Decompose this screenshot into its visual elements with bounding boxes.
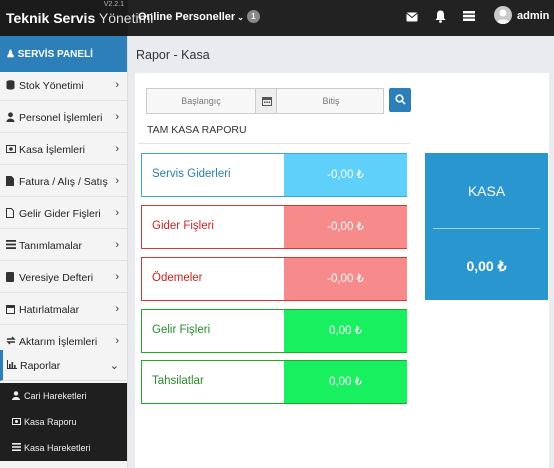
chevron-down-icon: ⌄: [109, 360, 119, 372]
kasa-value: 0,00 ₺: [466, 258, 507, 274]
search-button[interactable]: [389, 88, 411, 112]
book-icon: [6, 272, 14, 285]
stat-label: Gelir Fişleri: [152, 324, 211, 336]
start-date-input[interactable]: Başlangıç: [181, 96, 221, 106]
page-title: Rapor - Kasa: [136, 48, 210, 62]
chevron-down-icon: ⌄: [237, 13, 244, 22]
sidebar-item-label: Hatırlatmalar: [19, 304, 80, 316]
top-navbar: V2.2.1 Teknik Servis Yönetimi Online Per…: [0, 0, 554, 36]
chevron-right-icon: ›: [115, 207, 119, 219]
calendar-icon: [255, 89, 277, 113]
sidebar-subitem-kasa-hareketleri[interactable]: Kasa Hareketleri: [0, 435, 127, 461]
sidebar-item-hatirlatmalar[interactable]: Hatırlatmalar ›: [0, 294, 127, 325]
list-icon: [12, 443, 21, 453]
document-icon: [6, 176, 14, 189]
sidebar-header: ♟ SERVİS PANELİ: [0, 36, 127, 72]
sidebar-item-kasa[interactable]: Kasa İşlemleri ›: [0, 134, 127, 165]
database-icon: [6, 80, 15, 93]
sidebar-item-tanimlamalar[interactable]: Tanımlamalar ›: [0, 230, 127, 261]
money-icon: [12, 417, 21, 427]
chart-icon: [7, 360, 17, 372]
kasa-title: KASA: [467, 183, 506, 199]
sidebar-subitem-label: Kasa Hareketleri: [24, 443, 91, 453]
stat-value: -0,00 ₺: [284, 206, 407, 248]
chevron-right-icon: ›: [115, 79, 119, 91]
sidebar-item-label: Personel İşlemleri: [19, 112, 103, 124]
report-title: TAM KASA RAPORU: [147, 124, 247, 136]
sidebar-header-label: SERVİS PANELİ: [17, 49, 93, 60]
sidebar-item-label: Raporlar: [20, 360, 61, 372]
sidebar-subitem-label: Kasa Raporu: [24, 417, 77, 427]
chevron-right-icon: ›: [115, 303, 119, 315]
sidebar: ♟ SERVİS PANELİ Stok Yönetimi › Personel…: [0, 36, 128, 468]
sidebar-item-label: Tanımlamalar: [19, 240, 83, 252]
stat-gelir-fisleri: Gelir Fişleri 0,00 ₺: [141, 309, 407, 353]
chevron-right-icon: ›: [115, 239, 119, 251]
search-icon: [395, 94, 406, 105]
app-title: Teknik Servis Yönetimi: [6, 10, 153, 26]
brand[interactable]: V2.2.1 Teknik Servis Yönetimi: [0, 0, 153, 36]
stat-tahsilatlar: Tahsilatlar 0,00 ₺: [141, 360, 407, 404]
user-avatar-icon[interactable]: [494, 6, 512, 24]
sidebar-subitem-cari[interactable]: Cari Hareketleri: [0, 383, 127, 409]
sidebar-item-label: Stok Yönetimi: [19, 80, 84, 92]
sidebar-item-raporlar[interactable]: Raporlar ⌄: [0, 350, 127, 381]
chevron-right-icon: ›: [115, 335, 119, 347]
divider: [138, 143, 410, 144]
money-icon: [6, 144, 16, 156]
envelope-icon[interactable]: [406, 12, 418, 22]
sidebar-item-label: Gelir Gider Fişleri: [19, 208, 101, 220]
online-staff-dropdown[interactable]: Online Personeller ⌄ 1: [138, 10, 260, 23]
list-icon: [6, 240, 16, 252]
chevron-right-icon: ›: [115, 111, 119, 123]
sidebar-item-label: Kasa İşlemleri: [19, 144, 85, 156]
exchange-icon: [6, 336, 16, 348]
sidebar-item-fatura[interactable]: Fatura / Alış / Satış ›: [0, 166, 127, 197]
app-title-bold: Teknik Servis: [6, 10, 96, 26]
stat-label: Tahsilatlar: [152, 375, 204, 387]
date-range-filter: Başlangıç Bitiş: [146, 88, 384, 114]
stat-gider-fisleri: Gider Fişleri -0,00 ₺: [141, 205, 407, 249]
divider: [433, 228, 540, 229]
chevron-right-icon: ›: [115, 271, 119, 283]
sidebar-item-label: Veresiye Defteri: [19, 272, 94, 284]
user-icon: [6, 112, 15, 125]
online-count-badge: 1: [246, 10, 260, 23]
sidebar-item-stok[interactable]: Stok Yönetimi ›: [0, 70, 127, 101]
bell-icon[interactable]: [435, 10, 446, 23]
sidebar-item-veresiye[interactable]: Veresiye Defteri ›: [0, 262, 127, 293]
user-name[interactable]: admin: [517, 10, 550, 22]
stat-odemeler: Ödemeler -0,00 ₺: [141, 257, 407, 301]
file-icon: [6, 208, 14, 221]
user-icon: ♟: [6, 49, 15, 60]
sidebar-subitem-label: Cari Hareketleri: [24, 391, 87, 401]
end-date-input[interactable]: Bitiş: [322, 96, 340, 106]
stat-value: 0,00 ₺: [284, 310, 407, 352]
stat-value: 0,00 ₺: [284, 361, 407, 403]
stat-servis-giderleri: Servis Giderleri -0,00 ₺: [141, 153, 407, 197]
sidebar-item-label: Fatura / Alış / Satış: [19, 176, 108, 188]
chevron-right-icon: ›: [115, 143, 119, 155]
sidebar-subitem-kasa-raporu[interactable]: Kasa Raporu: [0, 409, 127, 435]
stat-value: -0,00 ₺: [284, 154, 407, 196]
stat-label: Ödemeler: [152, 272, 203, 284]
online-staff-label: Online Personeller: [138, 11, 236, 23]
kasa-total-card: KASA 0,00 ₺: [425, 153, 548, 300]
stat-label: Servis Giderleri: [152, 168, 231, 180]
app-title-rest: Yönetimi: [98, 10, 154, 26]
stat-value: -0,00 ₺: [284, 258, 407, 300]
chevron-right-icon: ›: [115, 175, 119, 187]
sidebar-item-label: Aktarım İşlemleri: [19, 336, 98, 348]
user-icon: [12, 391, 20, 402]
sidebar-item-gelir-gider[interactable]: Gelir Gider Fişleri ›: [0, 198, 127, 229]
version-label: V2.2.1: [103, 1, 124, 8]
calendar-icon: [6, 304, 15, 317]
stat-label: Gider Fişleri: [152, 220, 214, 232]
list-icon[interactable]: [463, 11, 475, 21]
sidebar-item-personel[interactable]: Personel İşlemleri ›: [0, 102, 127, 133]
